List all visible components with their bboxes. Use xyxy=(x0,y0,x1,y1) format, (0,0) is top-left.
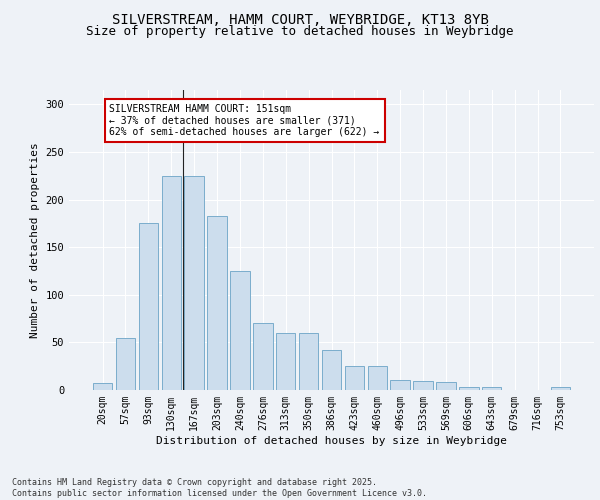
Text: SILVERSTREAM HAMM COURT: 151sqm
← 37% of detached houses are smaller (371)
62% o: SILVERSTREAM HAMM COURT: 151sqm ← 37% of… xyxy=(109,104,380,138)
Bar xyxy=(116,338,135,390)
Bar xyxy=(184,176,204,390)
Bar xyxy=(459,387,479,390)
Bar xyxy=(551,387,570,390)
Bar xyxy=(93,384,112,390)
Bar xyxy=(482,387,502,390)
Bar xyxy=(368,366,387,390)
Bar xyxy=(139,224,158,390)
Bar xyxy=(436,382,455,390)
Bar xyxy=(322,350,341,390)
Bar xyxy=(344,366,364,390)
Bar xyxy=(253,324,272,390)
Bar xyxy=(230,271,250,390)
Text: SILVERSTREAM, HAMM COURT, WEYBRIDGE, KT13 8YB: SILVERSTREAM, HAMM COURT, WEYBRIDGE, KT1… xyxy=(112,12,488,26)
Bar xyxy=(413,382,433,390)
Text: Size of property relative to detached houses in Weybridge: Size of property relative to detached ho… xyxy=(86,25,514,38)
Bar xyxy=(299,333,319,390)
Text: Contains HM Land Registry data © Crown copyright and database right 2025.
Contai: Contains HM Land Registry data © Crown c… xyxy=(12,478,427,498)
Bar xyxy=(161,176,181,390)
X-axis label: Distribution of detached houses by size in Weybridge: Distribution of detached houses by size … xyxy=(156,436,507,446)
Y-axis label: Number of detached properties: Number of detached properties xyxy=(30,142,40,338)
Bar xyxy=(276,333,295,390)
Bar xyxy=(391,380,410,390)
Bar xyxy=(208,216,227,390)
